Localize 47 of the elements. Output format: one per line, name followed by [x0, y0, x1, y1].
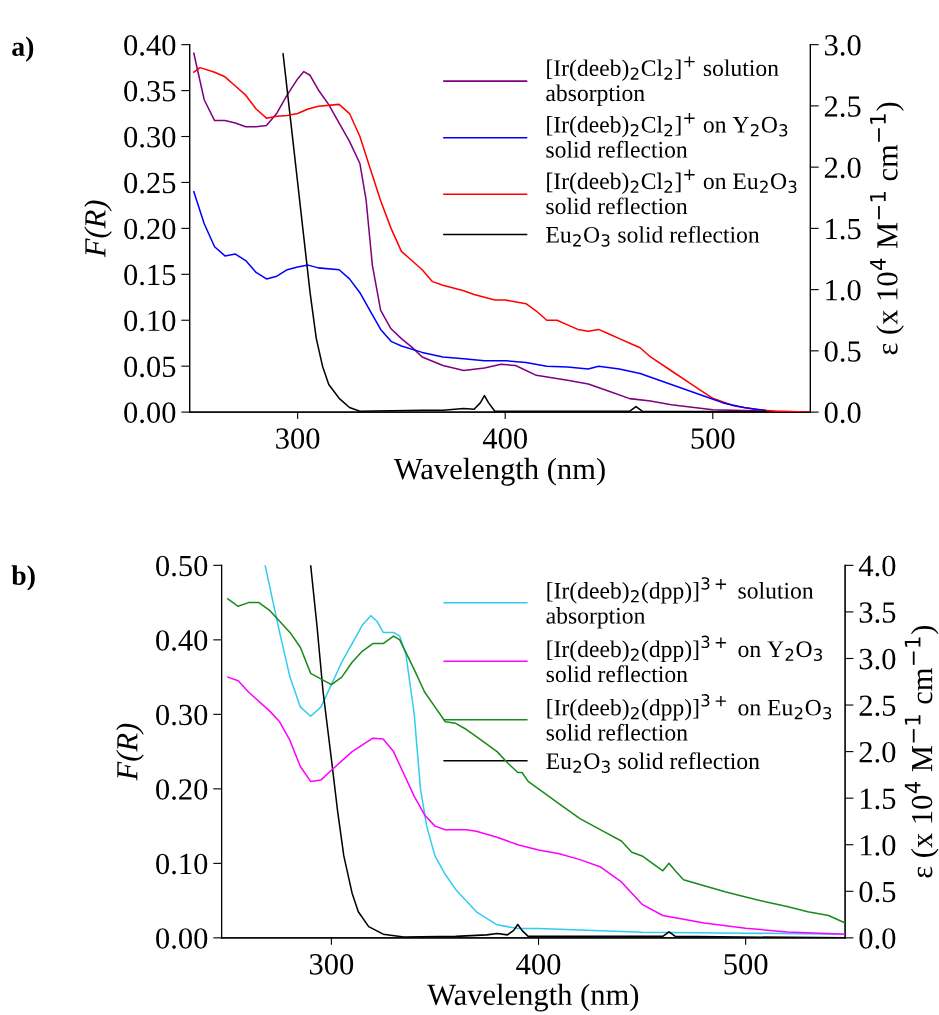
y2-tick-label: 0.0 — [859, 928, 896, 949]
y-tick-label: 0.00 — [124, 402, 176, 424]
y2-tick-label: 3.5 — [859, 602, 896, 623]
text: b) — [11, 565, 35, 591]
y-tick-label: 0.30 — [156, 704, 208, 726]
y2-axis-title: ε (x 10$^{4}$ M$^{−1}$ cm$^{−1}$) — [870, 102, 904, 355]
x-axis-title: Wavelength (nm) — [427, 983, 639, 1012]
y2-tick-label: 2.0 — [824, 157, 861, 179]
y-tick-label: 0.40 — [156, 630, 208, 651]
y2-tick-label: 2.5 — [859, 695, 896, 717]
y-tick-label: 0.50 — [156, 555, 208, 577]
y2-tick-label: 3.0 — [859, 648, 896, 670]
y-tick-label: 0.00 — [156, 928, 208, 949]
y2-tick-label: 0.5 — [824, 341, 861, 362]
y2-tick-label: 4.0 — [858, 555, 896, 577]
y-tick-label: 0.10 — [156, 853, 208, 875]
x-tick-label: 500 — [724, 954, 768, 975]
legend-label: Eu$_{2}$O$_{3}$ solid reflection — [546, 225, 760, 247]
y-tick-label: 0.30 — [124, 126, 176, 148]
y2-tick-label: 1.5 — [860, 788, 896, 810]
x-tick-label: 400 — [482, 428, 527, 449]
y-axis-title: F(R) — [84, 200, 112, 258]
text: a) — [12, 36, 34, 62]
x-tick-label: 300 — [276, 428, 320, 449]
x-tick-label: 500 — [691, 428, 735, 449]
legend-label: Eu$_{2}$O$_{3}$ solid reflection — [546, 752, 760, 774]
y2-tick-label: 1.5 — [826, 218, 861, 240]
y2-tick-label: 0.5 — [859, 881, 896, 903]
y2-tick-label: 2.5 — [824, 96, 861, 117]
x-axis-title: Wavelength (nm) — [393, 457, 605, 486]
y-tick-label: 0.40 — [124, 34, 176, 56]
y2-tick-label: 0.0 — [824, 402, 861, 424]
x-tick-label: 300 — [309, 954, 354, 975]
y2-axis-title: ε (x 10$^{4}$ M$^{−1}$ cm$^{−1}$) — [904, 625, 939, 878]
y2-tick-label: 2.0 — [859, 741, 896, 763]
y-tick-label: 0.10 — [124, 310, 176, 332]
y-tick-label: 0.25 — [124, 172, 176, 194]
y2-tick-label: 3.0 — [825, 34, 861, 56]
y-axis-title: F(R) — [116, 723, 144, 781]
y-tick-label: 0.15 — [124, 264, 176, 286]
y2-tick-label: 1.0 — [860, 835, 896, 856]
y2-tick-label: 1.0 — [826, 279, 861, 301]
x-tick-label: 400 — [516, 954, 561, 975]
y-tick-label: 0.35 — [124, 80, 176, 102]
y-tick-label: 0.20 — [156, 779, 208, 800]
y-tick-label: 0.20 — [124, 218, 176, 240]
y-tick-label: 0.05 — [124, 356, 176, 378]
